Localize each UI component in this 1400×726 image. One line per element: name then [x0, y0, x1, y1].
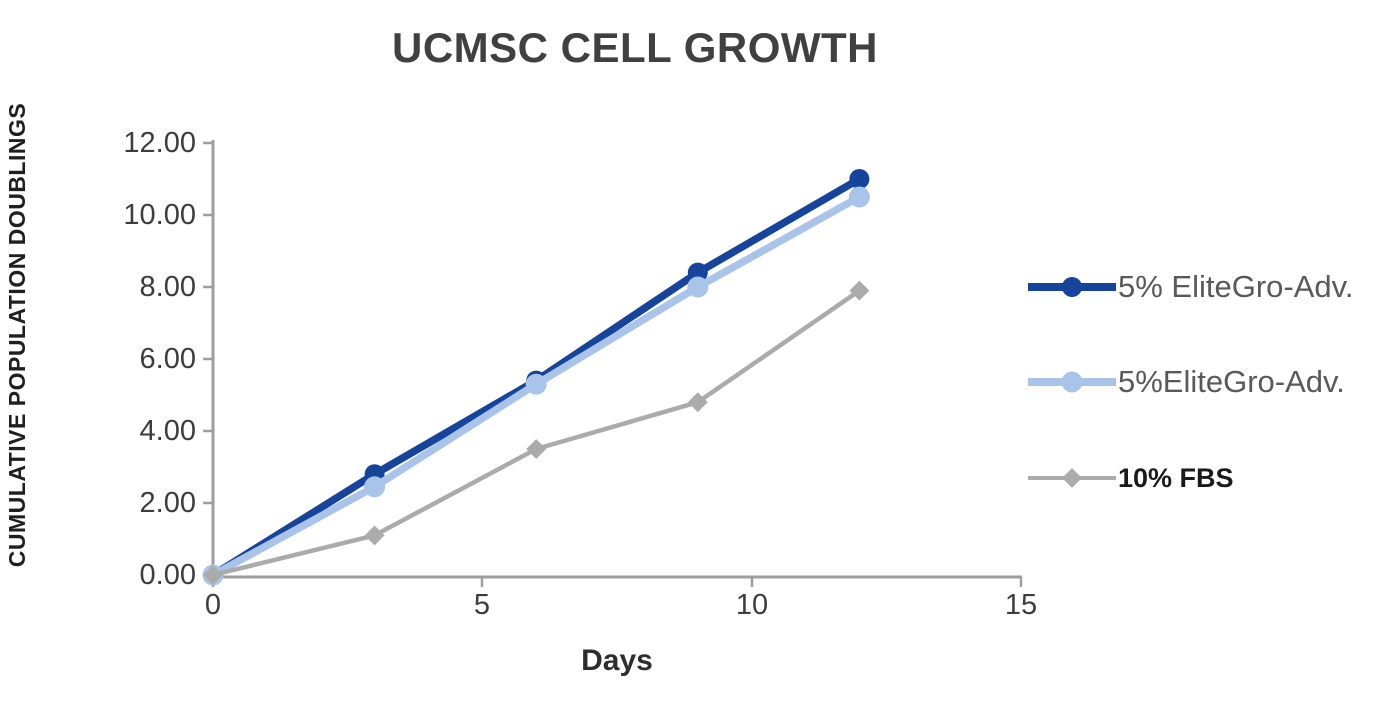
y-tick-label: 10.00 [123, 199, 196, 231]
series-2-marker [687, 392, 708, 413]
y-tick-label: 2.00 [140, 487, 196, 519]
series-1-marker [687, 276, 709, 298]
legend-label: 10% FBS [1118, 462, 1234, 493]
series-1-marker [848, 186, 870, 208]
x-axis-label: Days [581, 644, 653, 677]
legend-item: 10% FBS [1028, 458, 1234, 498]
y-tick-labels: 0.00 2.00 4.00 6.00 8.00 10.00 12.00 [123, 127, 196, 591]
x-tick-label: 5 [474, 589, 490, 621]
legend: 5% EliteGro-Adv. 5%EliteGro-Adv. 10% FBS [1028, 0, 1400, 726]
series-1-marker [525, 373, 547, 395]
legend-item: 5%EliteGro-Adv. [1028, 362, 1345, 402]
y-axis-label: CUMULATIVE POPULATION DOUBLINGS [4, 103, 30, 567]
legend-circle-marker-icon [1062, 277, 1082, 297]
y-tick-label: 8.00 [140, 271, 196, 303]
series-0-marker [849, 169, 870, 189]
x-tick-label: 0 [205, 589, 221, 621]
x-tick-label: 10 [736, 589, 768, 621]
legend-circle-marker-icon [1061, 371, 1083, 393]
series-layer [202, 169, 870, 586]
legend-label: 5% EliteGro-Adv. [1118, 269, 1354, 304]
series-2-marker [364, 525, 385, 546]
legend-swatch [1028, 371, 1116, 393]
chart-title: UCMSC CELL GROWTH [392, 24, 878, 71]
y-tick-label: 12.00 [123, 127, 196, 159]
legend-swatch [1028, 468, 1116, 488]
y-tick-label: 4.00 [140, 415, 196, 447]
series-line-2 [210, 288, 862, 578]
legend-label: 5%EliteGro-Adv. [1118, 364, 1345, 399]
legend-item: 5% EliteGro-Adv. [1028, 267, 1353, 307]
legend-swatch [1028, 277, 1116, 297]
y-tick-label: 0.00 [140, 559, 196, 591]
legend-diamond-marker-icon [1062, 468, 1082, 488]
series-0-marker [687, 262, 708, 283]
series-2-marker [526, 439, 547, 459]
series-1-marker [364, 476, 386, 498]
x-tick-labels: 0 5 10 15 [205, 589, 1037, 621]
x-tick-label: 15 [1005, 589, 1037, 621]
series-2-marker [849, 280, 870, 301]
y-tick-label: 6.00 [140, 343, 196, 375]
